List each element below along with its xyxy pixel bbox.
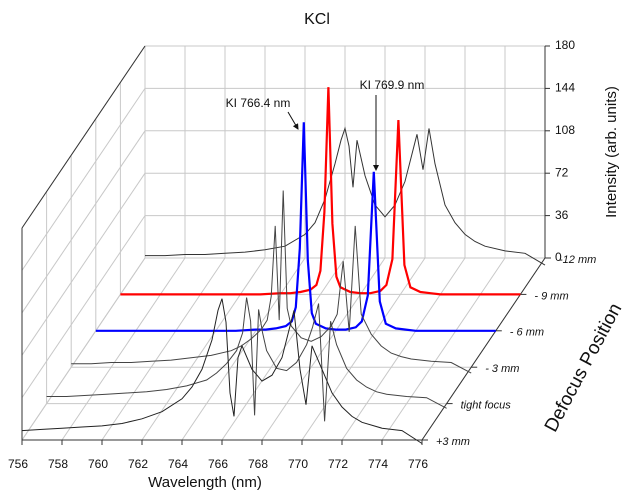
depth-tick-label: tight focus: [461, 400, 512, 412]
y-tick-label: 0: [555, 250, 562, 264]
grid-line: [221, 257, 346, 441]
grid: 756 758 760 762 764 766 768 770 772 774 776 0 36 72 10…: [8, 38, 596, 471]
annotation-arrow: [287, 111, 299, 130]
grid-line: [141, 257, 266, 441]
grid-line: [381, 257, 506, 441]
y-tick-label: 36: [555, 208, 569, 222]
spectrum-line: [71, 190, 472, 374]
spectrum-line: [145, 126, 546, 266]
x-tick-label: 766: [208, 457, 228, 471]
depth-tick-label: +3 mm: [436, 436, 470, 448]
y-axis-label: Intensity (arb. units): [603, 86, 620, 218]
y-tick-label: 108: [555, 123, 575, 137]
grid-line: [301, 257, 426, 441]
x-tick-label: 768: [248, 457, 268, 471]
x-axis-label: Wavelength (nm): [148, 474, 262, 491]
grid-line: [101, 257, 226, 441]
spectrum-line: [21, 298, 423, 444]
axis-line: [21, 45, 146, 229]
x-tick-label: 774: [368, 457, 388, 471]
grid-line: [21, 130, 146, 314]
y-tick-label: 180: [555, 38, 575, 52]
grid-line: [21, 172, 146, 356]
grid-line: [21, 257, 146, 441]
grid-line: [61, 257, 186, 441]
annotation: KI 766.4 nm: [226, 96, 291, 110]
y-tick-label: 72: [555, 165, 569, 179]
x-tick-label: 772: [328, 457, 348, 471]
grid-line: [21, 215, 146, 398]
depth-tick-label: - 3 mm: [485, 363, 519, 375]
annotation: KI 769.9 nm: [360, 78, 425, 92]
traces: [21, 87, 546, 444]
spectrum-line: [95, 122, 496, 332]
chart-title: KCl: [304, 11, 330, 28]
x-tick-label: 764: [168, 457, 188, 471]
grid-line: [261, 257, 386, 441]
spectrum-line: [120, 87, 521, 296]
x-tick-label: 756: [8, 457, 28, 471]
x-tick-label: 762: [128, 457, 148, 471]
axis-line: [421, 257, 546, 441]
depth-tick-label: -12 mm: [559, 254, 596, 266]
depth-tick-label: - 6 mm: [510, 327, 544, 339]
x-tick-label: 770: [288, 457, 308, 471]
x-tick-label: 776: [408, 457, 428, 471]
x-tick-label: 758: [48, 457, 68, 471]
grid-line: [341, 257, 466, 441]
spectrum-line: [46, 297, 447, 422]
depth-tick-label: - 9 mm: [534, 290, 568, 302]
grid-line: [21, 88, 146, 271]
depth-axis-label: Defocus Position: [541, 300, 626, 436]
x-tick-label: 760: [88, 457, 108, 471]
y-tick-label: 144: [555, 81, 575, 95]
